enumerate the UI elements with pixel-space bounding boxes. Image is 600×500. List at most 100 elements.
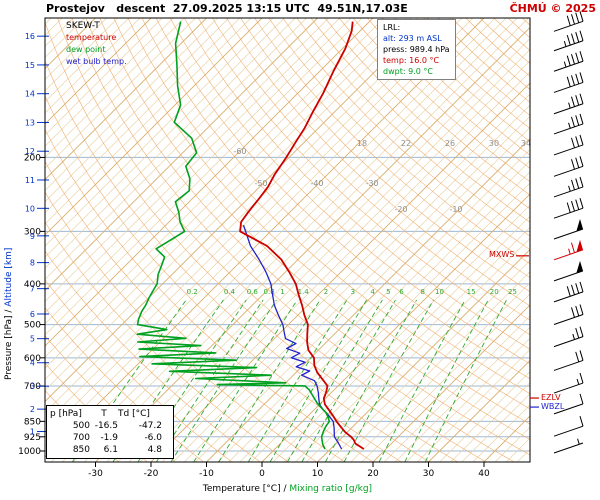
levels-table-header: p [hPa] T Td [°C]	[50, 408, 170, 420]
temperature-tick-label: 10	[312, 469, 324, 479]
temperature-tick-label: 20	[367, 469, 379, 479]
isotherm-label: 30	[489, 139, 499, 148]
wind-barb-icon	[553, 350, 584, 371]
skew-grid	[45, 18, 530, 462]
wind-barb-icon	[553, 438, 584, 454]
pressure-tick-label: 300	[24, 227, 41, 237]
page-title: Prostejov descent 27.09.2025 13:15 UTC 4…	[46, 2, 408, 15]
y-axis-label: Pressure [hPa] / Altitude [km]	[4, 248, 14, 380]
ezlv-marker: EZLV	[541, 393, 561, 402]
wind-barb-icon	[553, 281, 584, 303]
wind-barb-icon	[553, 326, 584, 348]
mixing-ratio-label: 0.6	[247, 288, 259, 296]
altitude-tick-label: 1	[30, 428, 35, 437]
cell-p: 700	[72, 433, 90, 443]
altitude-tick-label: 3	[30, 382, 35, 391]
mixing-ratio-label: 20	[490, 288, 499, 296]
lrl-info-box: LRL: alt: 293 m ASL press: 989.4 hPa tem…	[377, 19, 456, 80]
copyright-label: ČHMÚ © 2025	[509, 2, 596, 15]
legend-wet-bulb: wet bulb temp.	[66, 57, 127, 66]
lrl-pressure: press: 989.4 hPa	[383, 45, 450, 54]
col-dewpoint: Td [°C]	[118, 409, 150, 419]
wind-barb-icon	[553, 113, 584, 135]
wind-barb-icon	[553, 51, 584, 72]
col-temperature: T	[101, 409, 107, 419]
altitude-tick-label: 12	[25, 147, 35, 156]
wind-barb-icon	[553, 72, 584, 93]
table-row: 850 6.1 4.8	[50, 444, 170, 456]
cell-t: -1.9	[100, 433, 118, 443]
mixing-ratio-label: 1	[280, 288, 284, 296]
mixing-ratio-label: 3	[351, 288, 355, 296]
legend-temperature: temperature	[66, 33, 117, 42]
altitude-tick-label: 16	[25, 32, 35, 41]
levels-table: p [hPa] T Td [°C] 500 -16.5 -47.2 700 -1…	[46, 405, 174, 459]
mixing-ratio-label: 6	[399, 288, 404, 296]
lrl-title: LRL:	[383, 23, 401, 32]
altitude-tick-label: 11	[25, 176, 35, 185]
pressure-tick-label: 925	[24, 433, 41, 443]
table-row: 500 -16.5 -47.2	[50, 420, 170, 432]
temperature-tick-label: -30	[88, 469, 103, 479]
legend-title: SKEW-T	[66, 21, 100, 31]
wind-barb-icon	[553, 260, 584, 282]
mixing-ratio-label: 5	[386, 288, 390, 296]
x-axis-label: Temperature [°C] / Mixing ratio [g/kg]	[45, 484, 530, 494]
temperature-tick-label: 0	[259, 469, 265, 479]
altitude-tick-label: 10	[25, 204, 35, 213]
temperature-tick-label: 30	[423, 469, 435, 479]
mixing-ratio-label: 0.8	[264, 288, 275, 296]
isotherm-label: -10	[449, 205, 462, 214]
wind-barb-icon	[553, 30, 584, 52]
wind-barb-icon	[553, 198, 584, 219]
x-axis-separator: /	[280, 484, 290, 494]
isotherm-label: -50	[254, 179, 267, 188]
isotherm-label: 22	[401, 139, 411, 148]
altitude-tick-label: 13	[25, 118, 35, 127]
wind-barb-icon	[553, 372, 584, 394]
pressure-tick-label: 200	[24, 153, 41, 163]
mixing-ratio-label: 10	[435, 288, 444, 296]
isotherm-label: 26	[445, 139, 455, 148]
wbzl-marker: WBZL	[541, 402, 565, 411]
wind-barb-column	[553, 11, 584, 454]
temperature-curve	[239, 21, 365, 450]
wind-barb-icon	[553, 304, 584, 325]
wind-barb-icon	[553, 134, 584, 156]
isotherm-label: -60	[233, 147, 246, 156]
mixing-ratio-label: 8	[420, 288, 424, 296]
altitude-tick-label: 6	[30, 310, 35, 319]
mixing-ratio-label: 0.2	[187, 288, 198, 296]
col-pressure: p [hPa]	[50, 409, 82, 419]
altitude-tick-label: 2	[30, 405, 35, 414]
mixing-ratio-label: 25	[508, 288, 517, 296]
sounding-curves	[136, 21, 365, 450]
pressure-tick-label: 1000	[18, 447, 41, 457]
mixing-ratio-label: 15	[467, 288, 476, 296]
mixing-ratio-label: 4	[370, 288, 375, 296]
altitude-tick-label: 4	[30, 359, 35, 368]
isotherm-label: -40	[310, 179, 323, 188]
cell-p: 850	[72, 445, 90, 455]
altitude-tick-label: 9	[30, 232, 35, 241]
pressure-tick-label: 400	[24, 280, 41, 290]
legend-dew-point: dew point	[66, 45, 106, 54]
isotherm-label: 18	[357, 139, 367, 148]
wind-barb-icon	[553, 11, 584, 32]
mixing-ratio-label: 1.4	[298, 288, 310, 296]
wind-barb-icon	[553, 416, 584, 437]
cell-td: -47.2	[138, 421, 162, 431]
mixing-ratio-label: 0.4	[224, 288, 236, 296]
pressure-tick-label: 600	[24, 354, 41, 364]
cell-t: -16.5	[94, 421, 118, 431]
plot-border	[44, 17, 531, 463]
temperature-tick-label: -10	[199, 469, 214, 479]
wind-barb-icon	[553, 156, 584, 177]
mxws-marker: MXWS	[489, 250, 515, 259]
x-axis-mixing-ratio-label: Mixing ratio [g/kg]	[289, 484, 373, 494]
cell-td: 4.8	[147, 445, 162, 455]
pressure-tick-label: 850	[24, 417, 41, 427]
axes: 2003004005006007008509251000123456789101…	[18, 32, 490, 479]
